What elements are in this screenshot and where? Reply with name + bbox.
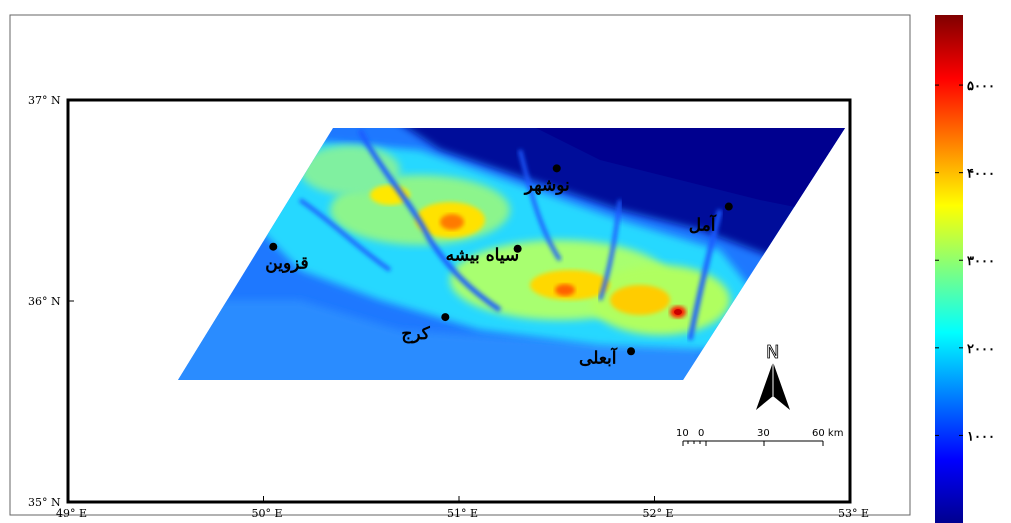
- city-label: سیاه بیشه: [446, 246, 520, 266]
- city-dot: [627, 347, 636, 356]
- scale-label: 30: [757, 428, 770, 439]
- north-label: N: [766, 342, 779, 363]
- colorbar-tick-label: ۴۰۰۰: [967, 167, 995, 182]
- scale-bar: 10 0 30 60 km: [676, 428, 843, 446]
- colorbar-tick-label: ۱۰۰۰: [967, 429, 995, 444]
- city-label: آمل: [689, 214, 717, 236]
- lat-tick-label: 37° N: [28, 94, 61, 107]
- latitude-ticks: 37° N 36° N 35° N: [28, 94, 74, 509]
- lon-tick-label: 53° E: [838, 507, 869, 520]
- city-dot: [441, 313, 450, 322]
- colorbar-tick-label: ۳۰۰۰: [967, 254, 995, 269]
- scale-label: 60 km: [812, 428, 843, 439]
- city-label: نوشهر: [523, 175, 570, 195]
- colorbar-tick-label: ۲۰۰۰: [967, 342, 995, 357]
- lon-tick-label: 49° E: [56, 507, 87, 520]
- city-label: کرج: [401, 324, 430, 344]
- colorbar-ticks: ۵۰۰۰ ۴۰۰۰ ۳۰۰۰ ۲۰۰۰ ۱۰۰۰: [935, 79, 995, 444]
- lat-tick-label: 35° N: [28, 496, 61, 509]
- city-label: قزوین: [265, 254, 308, 274]
- city-dot: [513, 244, 522, 253]
- lon-tick-label: 52° E: [643, 507, 674, 520]
- lon-tick-label: 51° E: [447, 507, 478, 520]
- city-dot: [724, 202, 733, 211]
- lon-tick-label: 50° E: [252, 507, 283, 520]
- elevation-raster: [178, 128, 845, 380]
- north-arrow-icon: N: [756, 342, 790, 410]
- city-dot: [269, 242, 278, 251]
- scale-label: 0: [698, 428, 704, 439]
- colorbar: [935, 15, 963, 523]
- city-dot: [552, 164, 561, 173]
- colorbar-tick-label: ۵۰۰۰: [967, 79, 995, 94]
- lat-tick-label: 36° N: [28, 295, 61, 308]
- longitude-ticks: 49° E 50° E 51° E 52° E 53° E: [56, 496, 869, 520]
- scale-label: 10: [676, 428, 689, 439]
- city-label: آبعلی: [579, 346, 618, 368]
- city-markers: نوشهر آمل سیاه بیشه قزوین کرج آبعلی: [265, 164, 733, 368]
